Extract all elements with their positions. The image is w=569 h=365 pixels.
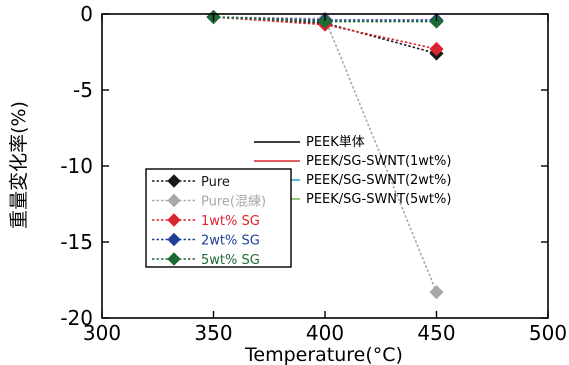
data-point-4-1	[317, 14, 333, 29]
x-tick-label: 450	[417, 321, 455, 345]
y-tick-label: 0	[80, 2, 93, 26]
x-axis-label: Temperature(°C)	[244, 344, 403, 365]
legend-label-4: 5wt% SG	[201, 253, 260, 268]
y-tick-label: -10	[60, 154, 93, 178]
legend2-label-1: PEEK/SG-SWNT(1wt%)	[306, 154, 451, 169]
legend-label-2: 1wt% SG	[201, 214, 260, 229]
x-tick-label: 400	[306, 321, 344, 345]
y-tick-label: -20	[60, 306, 93, 330]
x-tick-label: 500	[529, 321, 567, 345]
y-axis-label: 重量変化率(%)	[8, 101, 30, 229]
x-tick-label: 300	[83, 321, 121, 345]
series-line-4	[213, 16, 437, 23]
series-line-2	[213, 16, 437, 50]
y-tick-label: -5	[73, 78, 93, 102]
legend2-label-3: PEEK/SG-SWNT(5wt%)	[306, 192, 451, 207]
legend-marker-3	[167, 232, 181, 247]
legend-label-0: Pure	[201, 175, 230, 190]
legend-marker-1	[167, 193, 181, 208]
legend-marker-4	[167, 252, 181, 266]
data-point-1-2	[429, 285, 444, 300]
legend2-label-0: PEEK単体	[306, 134, 365, 150]
data-point-4-2	[429, 14, 444, 29]
legend-marker-2	[167, 213, 181, 227]
legend-marker-0	[167, 174, 181, 188]
data-point-2-2	[429, 41, 444, 57]
legend-label-3: 2wt% SG	[201, 234, 260, 249]
legend-label-1: Pure(混練)	[201, 195, 266, 210]
y-tick-label: -15	[60, 230, 93, 254]
x-tick-label: 350	[194, 321, 232, 345]
legend2-label-2: PEEK/SG-SWNT(2wt%)	[306, 173, 451, 188]
